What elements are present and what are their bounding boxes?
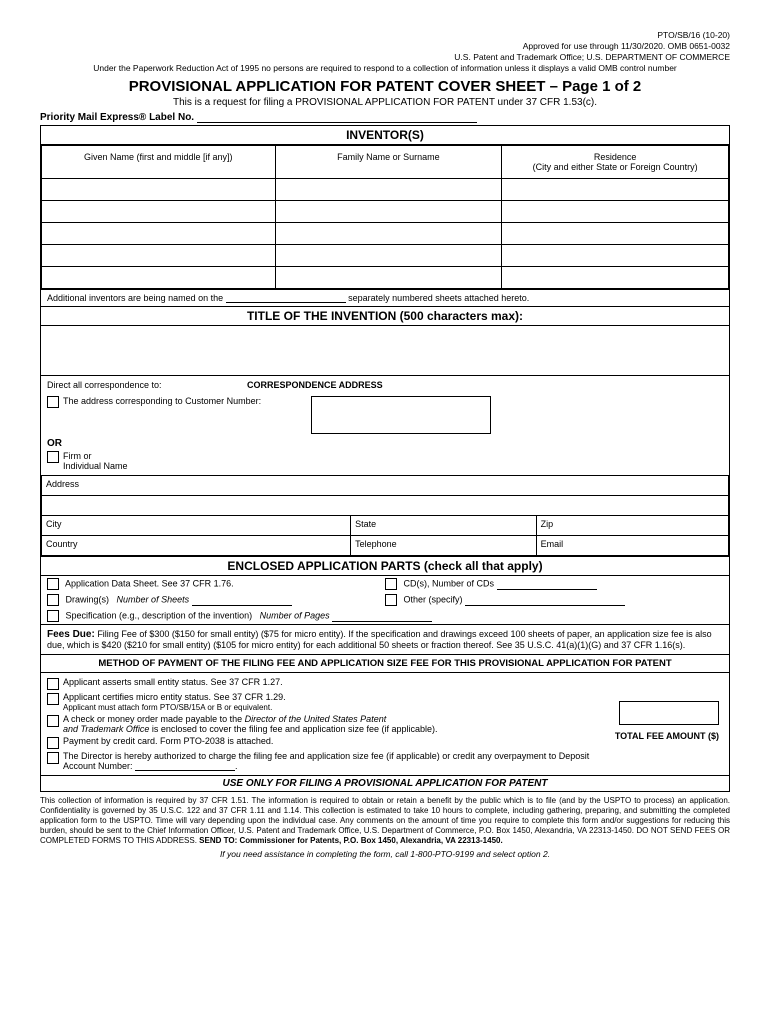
app-data-checkbox[interactable]: [47, 578, 59, 590]
drawings-input[interactable]: [192, 605, 292, 606]
deposit-checkbox[interactable]: [47, 752, 59, 764]
check-italic-1: Director of the United States Patent: [245, 714, 387, 724]
inv-cell[interactable]: [42, 201, 276, 223]
other-input[interactable]: [465, 605, 625, 606]
inventors-table: Given Name (first and middle [if any]) F…: [41, 145, 729, 289]
other-checkbox[interactable]: [385, 594, 397, 606]
header-form-no: PTO/SB/16 (10-20): [40, 30, 730, 41]
app-data-label: Application Data Sheet. See 37 CFR 1.76.: [65, 579, 234, 589]
header-office: U.S. Patent and Trademark Office; U.S. D…: [40, 52, 730, 63]
small-entity-checkbox[interactable]: [47, 678, 59, 690]
spec-label: Specification (e.g., description of the …: [66, 611, 253, 621]
small-entity-label: Applicant asserts small entity status. S…: [63, 677, 723, 687]
payment-section: TOTAL FEE AMOUNT ($) Applicant asserts s…: [41, 673, 729, 775]
additional-sheets-input[interactable]: [226, 302, 346, 303]
drawings-label: Drawing(s): [66, 595, 110, 605]
state-field[interactable]: State: [351, 516, 536, 536]
check-label-1: A check or money order made payable to t…: [63, 714, 242, 724]
footer-assistance: If you need assistance in completing the…: [40, 849, 730, 859]
spec-checkbox[interactable]: [47, 610, 59, 622]
drawings-checkbox[interactable]: [47, 594, 59, 606]
spec-input[interactable]: [332, 621, 432, 622]
inv-col-given: Given Name (first and middle [if any]): [42, 146, 276, 179]
check-checkbox[interactable]: [47, 715, 59, 727]
address-field[interactable]: Address: [42, 476, 729, 496]
customer-number-label: The address corresponding to Customer Nu…: [63, 396, 261, 406]
inv-cell[interactable]: [42, 179, 276, 201]
use-only-notice: USE ONLY FOR FILING A PROVISIONAL APPLIC…: [41, 775, 729, 791]
city-field[interactable]: City: [42, 516, 351, 536]
cds-label: CD(s), Number of CDs: [404, 579, 495, 589]
address-field-2[interactable]: [42, 496, 729, 516]
telephone-field[interactable]: Telephone: [351, 536, 536, 556]
inv-cell[interactable]: [42, 267, 276, 289]
inv-cell[interactable]: [275, 201, 502, 223]
total-fee-input[interactable]: [619, 701, 719, 725]
inv-cell[interactable]: [42, 223, 276, 245]
micro-entity-note: Applicant must attach form PTO/SB/15A or…: [63, 703, 272, 712]
footer-disclosure: This collection of information is requir…: [40, 796, 730, 846]
inv-cell[interactable]: [275, 245, 502, 267]
country-field[interactable]: Country: [42, 536, 351, 556]
credit-checkbox[interactable]: [47, 737, 59, 749]
header-approved: Approved for use through 11/30/2020. OMB…: [40, 41, 730, 52]
other-label: Other (specify): [404, 595, 463, 605]
zip-field[interactable]: Zip: [536, 516, 728, 536]
priority-label: Priority Mail Express® Label No.: [40, 112, 194, 123]
page-title: PROVISIONAL APPLICATION FOR PATENT COVER…: [40, 78, 730, 95]
page-subtitle: This is a request for filing a PROVISION…: [40, 97, 730, 108]
inv-cell[interactable]: [275, 267, 502, 289]
account-label: Account Number:: [63, 761, 133, 771]
or-label: OR: [47, 438, 723, 449]
total-fee-label: TOTAL FEE AMOUNT ($): [615, 731, 719, 741]
inv-cell[interactable]: [502, 267, 729, 289]
inv-cell[interactable]: [502, 223, 729, 245]
corr-direct-label: Direct all correspondence to:: [47, 380, 247, 390]
method-heading: METHOD OF PAYMENT OF THE FILING FEE AND …: [41, 654, 729, 673]
header-paperwork: Under the Paperwork Reduction Act of 199…: [40, 63, 730, 74]
firm-checkbox[interactable]: [47, 451, 59, 463]
firm-label: Firm or Individual Name: [63, 451, 128, 471]
inv-cell[interactable]: [42, 245, 276, 267]
deposit-label: The Director is hereby authorized to cha…: [63, 751, 589, 761]
inv-cell[interactable]: [502, 245, 729, 267]
email-field[interactable]: Email: [536, 536, 728, 556]
title-invention-heading: TITLE OF THE INVENTION (500 characters m…: [41, 306, 729, 326]
inv-cell[interactable]: [275, 223, 502, 245]
title-invention-input[interactable]: [41, 326, 729, 376]
inv-col-residence: Residence (City and either State or Fore…: [502, 146, 729, 179]
inventors-heading: INVENTOR(S): [41, 126, 729, 145]
micro-entity-label: Applicant certifies micro entity status.…: [63, 692, 286, 702]
additional-inventors-line: Additional inventors are being named on …: [41, 289, 729, 306]
form-container: INVENTOR(S) Given Name (first and middle…: [40, 125, 730, 792]
corr-heading: CORRESPONDENCE ADDRESS: [247, 380, 383, 390]
customer-number-checkbox[interactable]: [47, 396, 59, 408]
check-label-2: is enclosed to cover the filing fee and …: [152, 724, 438, 734]
priority-input[interactable]: [197, 122, 477, 123]
account-input[interactable]: [135, 770, 235, 771]
drawings-sheets-label: Number of Sheets: [117, 595, 190, 605]
cds-input[interactable]: [497, 589, 597, 590]
inv-cell[interactable]: [502, 201, 729, 223]
customer-number-input[interactable]: [311, 396, 491, 434]
micro-entity-checkbox[interactable]: [47, 693, 59, 705]
fees-due-section: Fees Due: Filing Fee of $300 ($150 for s…: [41, 624, 729, 654]
cds-checkbox[interactable]: [385, 578, 397, 590]
correspondence-section: Direct all correspondence to: CORRESPOND…: [41, 376, 729, 475]
inv-cell[interactable]: [502, 179, 729, 201]
inv-col-family: Family Name or Surname: [275, 146, 502, 179]
check-italic-2: and Trademark Office: [63, 724, 149, 734]
enclosed-heading: ENCLOSED APPLICATION PARTS (check all th…: [41, 556, 729, 576]
address-table: Address City State Zip Country Telephone…: [41, 475, 729, 556]
spec-pages-label: Number of Pages: [260, 611, 330, 621]
inv-cell[interactable]: [275, 179, 502, 201]
